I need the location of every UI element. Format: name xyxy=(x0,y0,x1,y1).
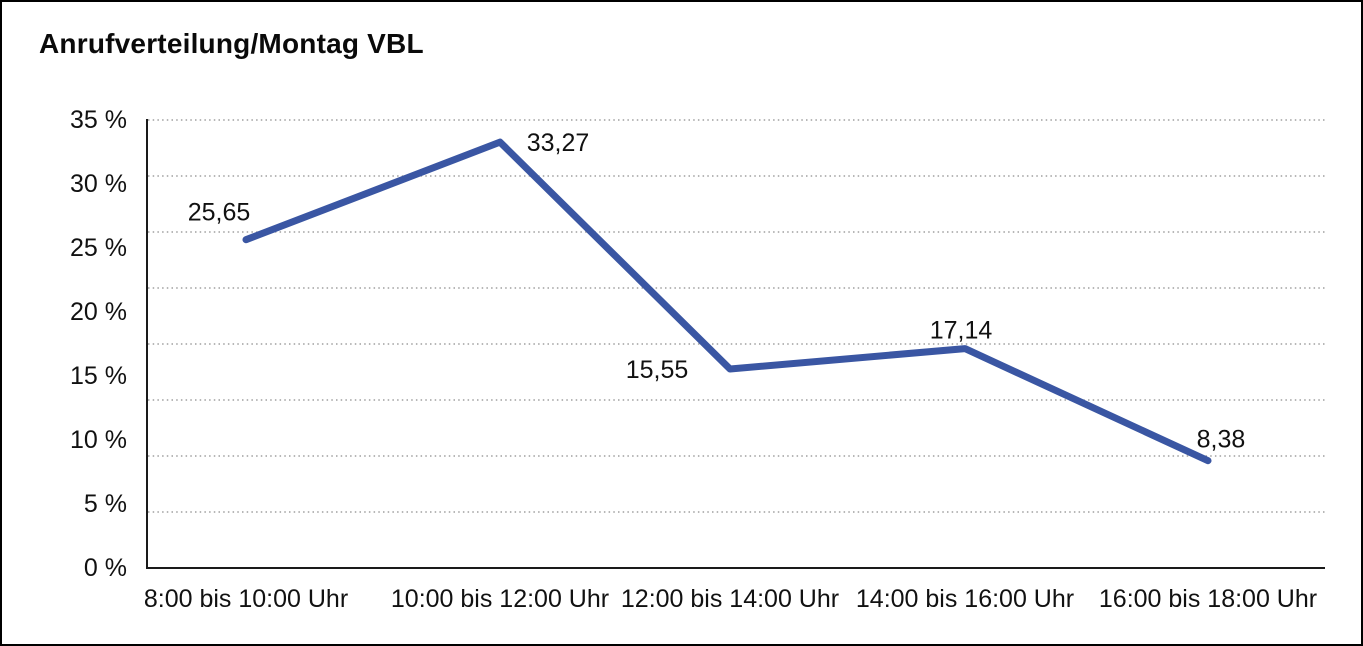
data-label: 17,14 xyxy=(930,317,993,345)
y-tick-label: 30 % xyxy=(70,170,127,198)
x-category-label: 14:00 bis 16:00 Uhr xyxy=(856,585,1074,613)
x-category-label: 12:00 bis 14:00 Uhr xyxy=(621,585,839,613)
data-label: 33,27 xyxy=(527,129,590,157)
y-tick-label: 10 % xyxy=(70,426,127,454)
y-tick-label: 15 % xyxy=(70,362,127,390)
chart-title: Anrufverteilung/Montag VBL xyxy=(39,28,424,59)
data-labels: 25,65 33,27 15,55 17,14 8,38 xyxy=(188,129,1246,454)
x-axis-category-labels: 8:00 bis 10:00 Uhr 10:00 bis 12:00 Uhr 1… xyxy=(144,585,1317,613)
x-category-label: 10:00 bis 12:00 Uhr xyxy=(391,585,609,613)
data-label: 8,38 xyxy=(1197,426,1246,454)
series-line xyxy=(242,138,1212,465)
y-tick-label: 5 % xyxy=(84,490,127,518)
y-tick-label: 20 % xyxy=(70,298,127,326)
x-category-label: 8:00 bis 10:00 Uhr xyxy=(144,585,348,613)
y-axis-tick-labels: 35 % 30 % 25 % 20 % 15 % 10 % 5 % 0 % xyxy=(70,106,127,582)
y-tick-label: 35 % xyxy=(70,106,127,134)
gridlines xyxy=(148,119,1325,513)
y-tick-label: 0 % xyxy=(84,554,127,582)
y-tick-label: 25 % xyxy=(70,234,127,262)
data-label: 25,65 xyxy=(188,199,251,227)
data-label: 15,55 xyxy=(626,356,689,384)
x-category-label: 16:00 bis 18:00 Uhr xyxy=(1099,585,1317,613)
